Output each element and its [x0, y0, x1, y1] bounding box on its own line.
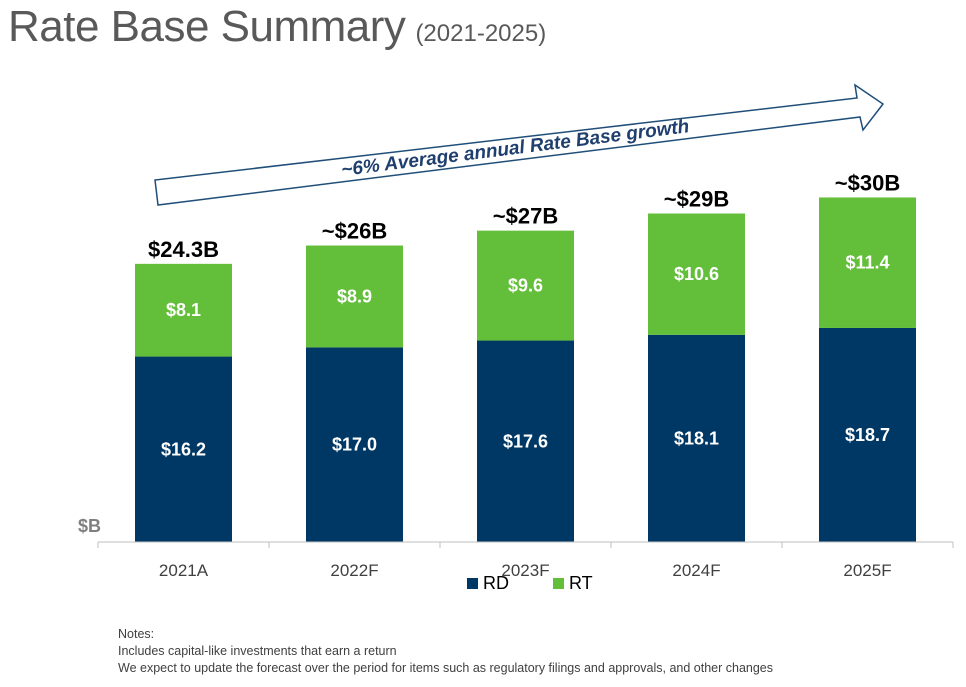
bar-value-label: $17.0 [332, 435, 377, 455]
x-tick-label: 2021A [159, 561, 209, 580]
bar-total-label: ~$26B [322, 219, 387, 244]
rate-base-chart: ~6% Average annual Rate Base growth $16.… [78, 83, 954, 593]
bar-value-label: $16.2 [161, 439, 206, 459]
growth-arrow [154, 83, 885, 206]
bar-rd-2022F [306, 347, 403, 542]
bar-rd-2021A [135, 356, 232, 542]
bar-rt-2023F [477, 230, 574, 341]
legend-swatch-rt [553, 578, 564, 589]
bar-value-label: $10.6 [674, 264, 719, 284]
bar-rt-2025F [819, 197, 916, 328]
bar-value-label: $17.6 [503, 431, 548, 451]
bar-total-label: ~$29B [664, 186, 729, 211]
bar-rd-2025F [819, 327, 916, 542]
x-tick-label: 2025F [843, 561, 891, 580]
notes-line: Includes capital-like investments that e… [118, 644, 397, 658]
bar-value-label: $8.1 [166, 300, 201, 320]
x-tick-label: 2022F [330, 561, 378, 580]
notes-line: We expect to update the forecast over th… [118, 661, 774, 675]
page-title: Rate Base Summary [8, 2, 406, 51]
bar-total-label: $24.3B [148, 237, 219, 262]
bar-total-label: ~$30B [835, 170, 900, 195]
bar-value-label: $9.6 [508, 276, 543, 296]
notes-heading: Notes: [118, 627, 155, 641]
bar-value-label: $18.1 [674, 428, 719, 448]
page-subtitle: (2021-2025) [415, 20, 547, 47]
notes-section: Notes: Includes capital-like investments… [118, 626, 773, 677]
legend-swatch-rd [467, 578, 478, 589]
title-block: Rate Base Summary (2021-2025) [8, 2, 546, 52]
y-axis-unit-label: $B [78, 516, 101, 536]
bar-rt-2024F [648, 213, 745, 335]
legend-label-rt: RT [569, 573, 593, 593]
bar-rd-2023F [477, 340, 574, 542]
bar-value-label: $8.9 [337, 286, 372, 306]
x-tick-label: 2024F [672, 561, 720, 580]
bar-rt-2021A [135, 263, 232, 357]
bar-rd-2024F [648, 334, 745, 542]
x-tick-label: 2023F [501, 561, 549, 580]
growth-annotation-label: ~6% Average annual Rate Base growth [340, 116, 690, 181]
bar-value-label: $18.7 [845, 425, 890, 445]
bar-rt-2022F [306, 245, 403, 348]
bar-value-label: $11.4 [845, 253, 889, 273]
legend-label-rd: RD [483, 573, 509, 593]
bar-total-label: ~$27B [493, 204, 558, 229]
